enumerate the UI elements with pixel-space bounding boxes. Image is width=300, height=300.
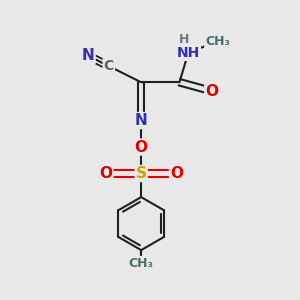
Text: CH₃: CH₃ [205, 34, 230, 48]
Text: O: O [135, 140, 148, 154]
Text: H: H [179, 33, 189, 46]
Text: C: C [104, 59, 114, 73]
Text: O: O [99, 166, 112, 181]
Text: N: N [135, 113, 148, 128]
Text: NH: NH [177, 46, 200, 60]
Text: S: S [136, 166, 147, 181]
Text: CH₃: CH₃ [129, 257, 154, 270]
Text: O: O [170, 166, 183, 181]
Text: O: O [205, 84, 218, 99]
Text: N: N [82, 48, 94, 63]
